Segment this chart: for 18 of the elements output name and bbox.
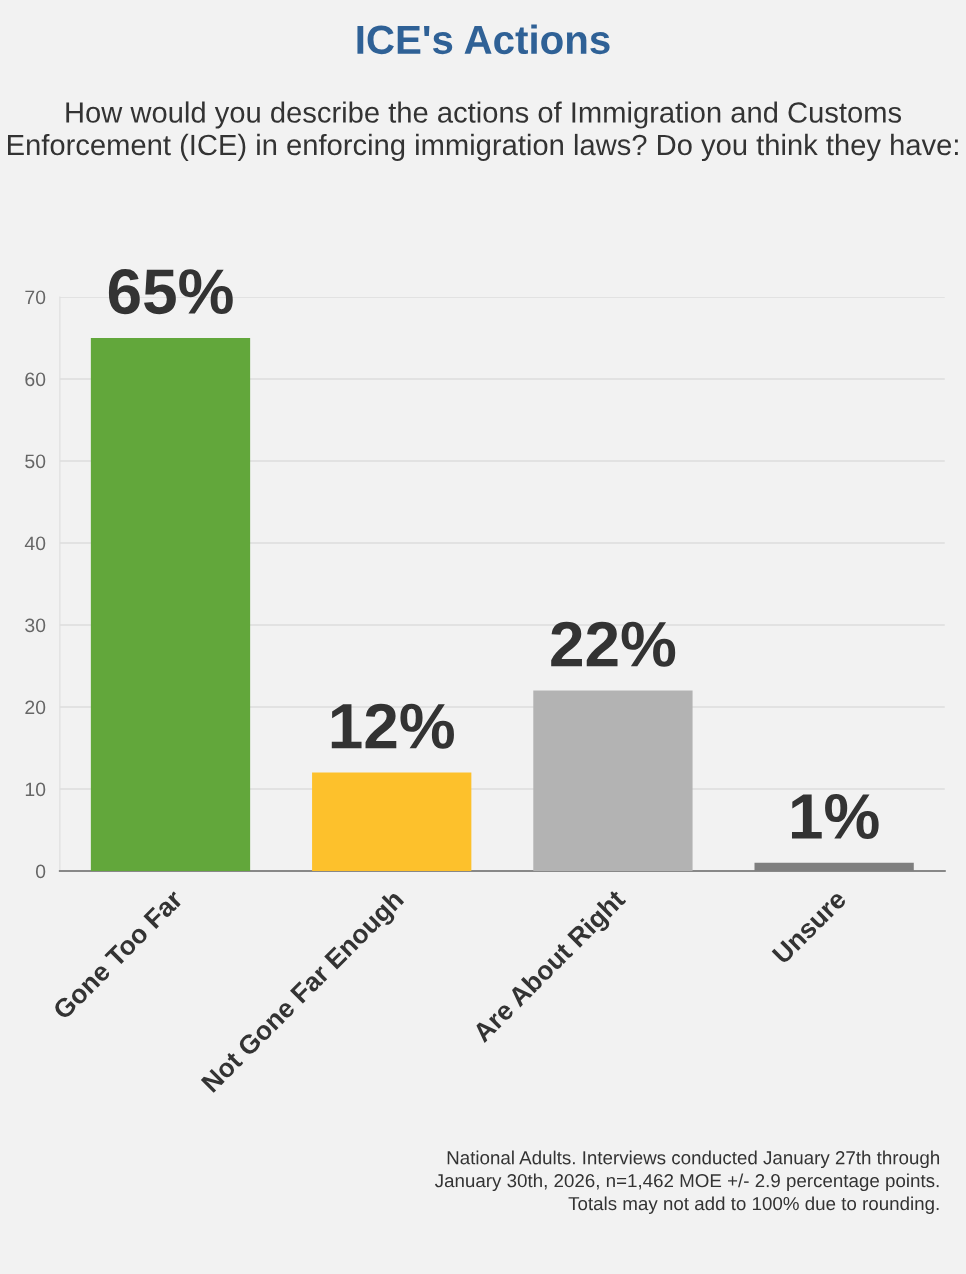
- y-tick-label: 50: [25, 454, 46, 469]
- y-tick-label: 70: [25, 290, 46, 305]
- data-label: 65%: [108, 268, 233, 315]
- y-tick-label: 20: [25, 700, 46, 715]
- y-tick-label: 40: [24, 536, 46, 551]
- bar: [533, 690, 693, 872]
- chart-title: ICE's Actions: [357, 24, 610, 55]
- data-label: 22%: [551, 621, 676, 667]
- text: National Adults. Interviews conducted January 27th through January 30th, 2026, n=1,462 MOE +/- 2.9 percentage points. Totals may not add to 100% due to rounding.: [434, 1150, 940, 1214]
- y-tick-label: 0: [35, 864, 46, 879]
- data-label: 12%: [331, 703, 454, 749]
- y-tick-label: 10: [25, 782, 46, 797]
- bar: [90, 337, 251, 872]
- data-label: 1%: [791, 794, 879, 839]
- y-tick-label: 60: [25, 372, 46, 387]
- bar: [312, 772, 472, 872]
- y-tick-label: 30: [25, 618, 46, 633]
- chart-subtitle: How would you describe the actions of Immigration and Customs Enforcement (ICE) in enforcing immigration laws? Do you think they have:: [8, 101, 958, 162]
